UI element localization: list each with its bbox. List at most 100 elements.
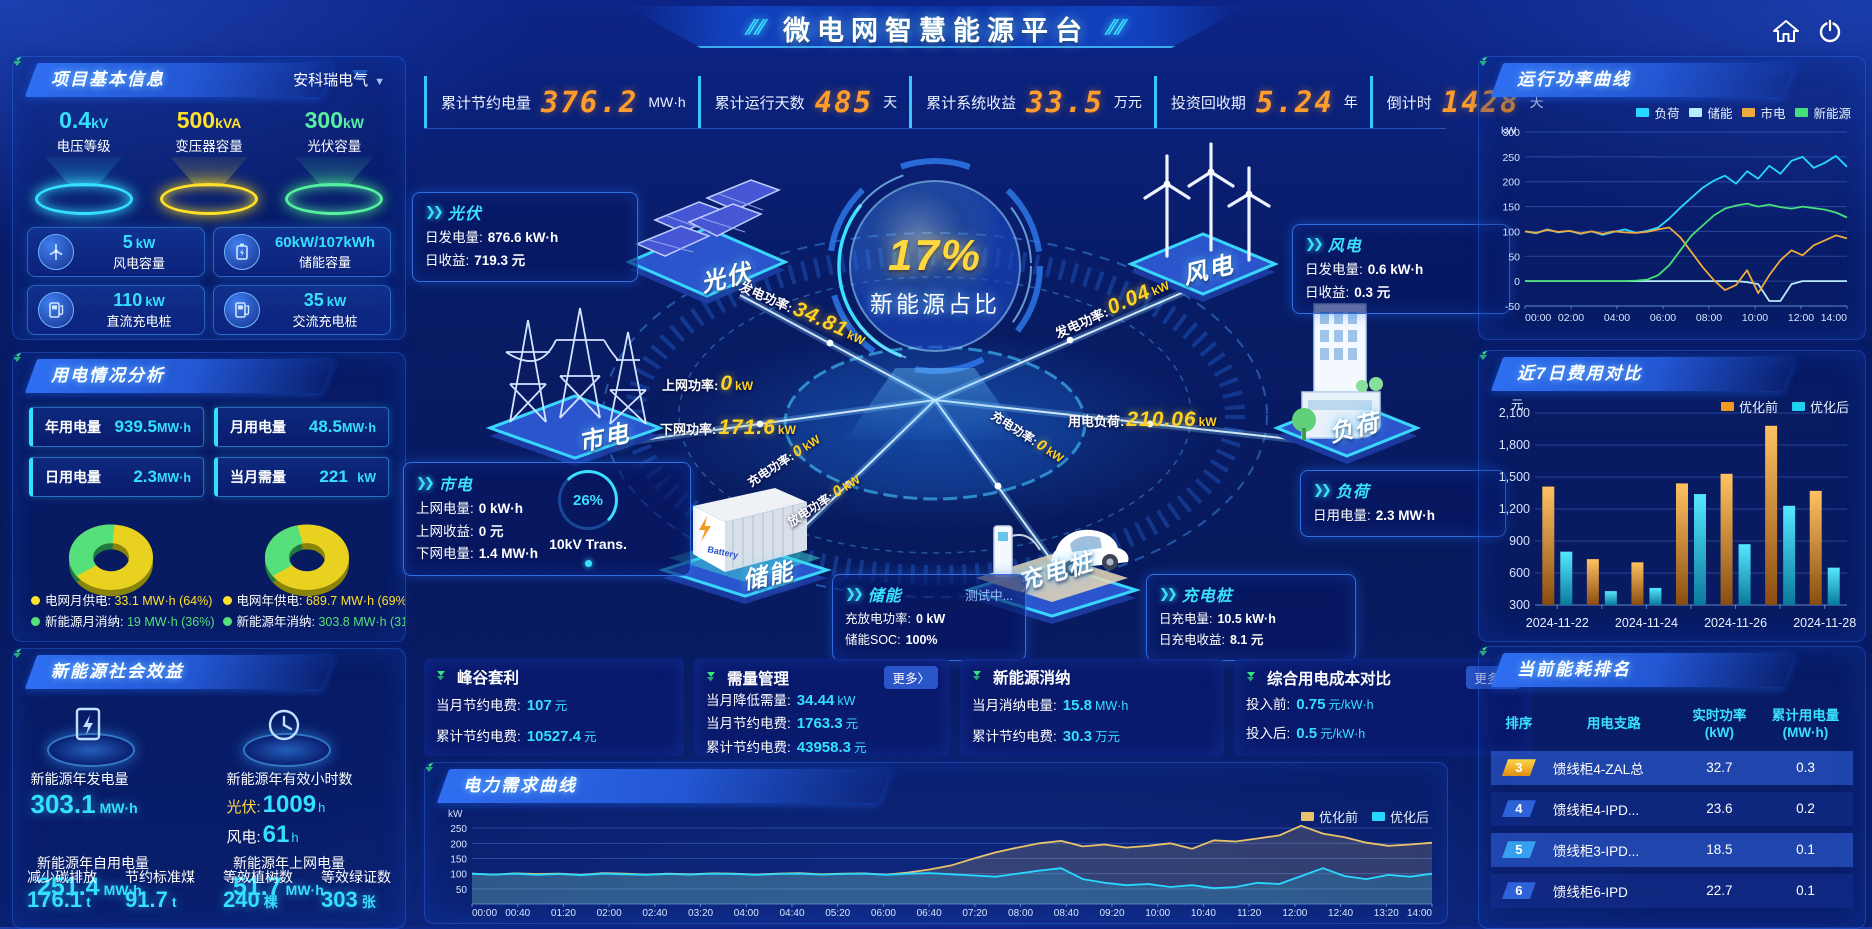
- annual-generation-cell: 新能源年发电量 303.1 MW·h: [17, 699, 206, 849]
- svg-text:08:00: 08:00: [1696, 312, 1722, 324]
- legend-item[interactable]: 新能源: [1795, 103, 1851, 122]
- storage-info-panel: ❯❯ 储能 测试中... 充放电功率: 0 kW 储能SOC: 100%: [832, 574, 1026, 661]
- chip-yearly-energy: 年用电量 939.5MW·h: [29, 407, 204, 447]
- power-icon: [1819, 19, 1841, 43]
- flow-grid-feedin: 上网功率:0 kW: [662, 372, 754, 395]
- renewable-ratio-label: 新能源占比: [870, 291, 1000, 317]
- svg-text:2024-11-22: 2024-11-22: [1526, 616, 1589, 630]
- legend-item[interactable]: 优化后: [1791, 397, 1849, 416]
- flow-load-power: 用电负荷:210.06 kW: [1068, 408, 1217, 431]
- panel-corner-icon: [1479, 351, 1488, 360]
- cost-compare-legend: 优化前 优化后: [1720, 397, 1849, 416]
- svg-text:50: 50: [456, 885, 468, 896]
- ranking-row[interactable]: 6 馈线柜6-IPD 22.7 0.1: [1491, 873, 1853, 908]
- card-corner-icon: [707, 671, 715, 681]
- svg-text:12:00: 12:00: [1282, 908, 1307, 919]
- kpi-total-saved-energy: 累计节约电量 376.2 MW·h: [424, 76, 698, 128]
- power-towers-icon: [485, 307, 665, 466]
- svg-text:04:40: 04:40: [779, 908, 804, 919]
- ac-charger-icon: [224, 292, 260, 328]
- company-select[interactable]: 安科瑞电气 ▼: [293, 72, 385, 89]
- flow-grid-draw: 下网功率:171.6 kW: [660, 416, 796, 439]
- svg-text:14:00: 14:00: [1821, 312, 1847, 324]
- grid-node[interactable]: [480, 292, 670, 472]
- pv-info-panel: ❯❯ 光伏 日发电量: 876.6 kW·h 日收益: 719.3 元: [412, 192, 638, 282]
- kpi-bar: 累计节约电量 376.2 MW·h 累计运行天数 485 天 累计系统收益 33…: [424, 76, 1544, 129]
- panel-corner-icon: [1479, 647, 1488, 656]
- svg-text:600: 600: [1509, 566, 1530, 580]
- panel-corner-icon: [13, 57, 22, 66]
- panel-power-curve: 运行功率曲线 负荷 储能 市电 新能源 300 250 200 150 100 50 0 -50 kW…: [1478, 56, 1866, 340]
- legend-item[interactable]: 优化前: [1720, 397, 1778, 416]
- renewable-ratio-value: 17%: [887, 231, 983, 280]
- power-curve-chart: 300 250 200 150 100 50 0 -50 kW 00:00 02:00 04:00 06…: [1501, 125, 1848, 324]
- solar-panels-icon: [625, 179, 789, 304]
- grid-info-panel: ❯❯ 市电 上网电量: 0 kW·h 上网收益: 0 元 下网电量: 1.4 MW·h …: [403, 462, 691, 576]
- gauge-dot: [584, 560, 592, 567]
- monthly-donut-legend: 电网月供电: 33.1 MW·h (64%) 新能源月消纳: 19 MW·h (…: [23, 591, 215, 634]
- svg-text:50: 50: [1508, 251, 1520, 263]
- chevrons-icon: ❯❯: [1305, 236, 1324, 251]
- benefit-carousel: 新能源年自用电量 251.4 MW·h 新能源年上网电量 51.7 MW·h 减少碳排放…: [13, 853, 405, 928]
- battery-storage-icon: Battery: [658, 488, 832, 604]
- wind-node[interactable]: [1115, 138, 1290, 313]
- legend-item[interactable]: 负荷: [1636, 103, 1679, 122]
- gauge-transformer-capacity: 500kVA 变压器容量: [149, 107, 269, 215]
- svg-text:07:20: 07:20: [962, 908, 987, 919]
- pv-node[interactable]: [615, 158, 800, 313]
- legend-item[interactable]: 市电: [1742, 103, 1785, 122]
- kpi-running-days: 累计运行天数 485 天: [697, 76, 909, 128]
- svg-text:250: 250: [1502, 152, 1520, 164]
- svg-text:08:00: 08:00: [1008, 908, 1033, 919]
- legend-item[interactable]: 优化后: [1371, 807, 1429, 826]
- svg-text:00:40: 00:40: [505, 908, 530, 919]
- wind-info-panel: ❯❯ 风电 日发电量: 0.6 kW·h 日收益: 0.3 元: [1292, 224, 1510, 314]
- svg-text:200: 200: [1502, 177, 1520, 189]
- chevrons-icon: ❯❯: [845, 586, 864, 601]
- ranking-row[interactable]: 5 馈线柜3-IPD... 18.5 0.1: [1491, 832, 1853, 867]
- ranking-row[interactable]: 3 馈线柜4-ZAL总 32.7 0.3: [1491, 750, 1853, 785]
- svg-text:1,200: 1,200: [1499, 502, 1530, 516]
- svg-text:元: 元: [1511, 399, 1524, 412]
- carousel-slide-energy: 新能源年自用电量 251.4 MW·h 新能源年上网电量 51.7 MW·h: [37, 855, 345, 901]
- panel-power-curve-header: 运行功率曲线: [1487, 63, 1855, 97]
- rank-badge: 5: [1501, 841, 1536, 859]
- svg-text:03:20: 03:20: [688, 908, 713, 919]
- svg-text:200: 200: [450, 839, 467, 850]
- svg-text:250: 250: [450, 824, 467, 835]
- panel-social-benefit-header: 新能源社会效益: [21, 655, 395, 689]
- panel-corner-icon: [1479, 57, 1488, 66]
- chip-daily-energy: 日用电量 2.3MW·h: [29, 457, 204, 497]
- card-demand-management: 需量管理 更多〉 当月降低需量: 34.44 kW 当月节约电费: 1763.3 元 累计…: [694, 658, 950, 756]
- chevrons-icon: ❯❯: [1313, 482, 1332, 497]
- column-header: 实时功率 (kW): [1692, 708, 1747, 740]
- ranking-row[interactable]: 4 馈线柜4-IPD... 23.6 0.2: [1491, 791, 1853, 826]
- svg-text:150: 150: [450, 855, 467, 866]
- home-icon: [1773, 20, 1799, 42]
- svg-text:300: 300: [1502, 127, 1520, 139]
- more-button[interactable]: 更多〉: [884, 666, 938, 689]
- panel-corner-icon: [13, 649, 22, 658]
- storage-node[interactable]: Battery: [655, 468, 835, 613]
- svg-text:02:40: 02:40: [642, 908, 667, 919]
- svg-text:09:20: 09:20: [1099, 908, 1124, 919]
- power-button[interactable]: [1812, 14, 1848, 48]
- home-button[interactable]: [1768, 14, 1804, 48]
- page-title: 微电网智慧能源平台: [783, 15, 1089, 46]
- core-rings: [827, 158, 1043, 374]
- ranking-header-row: 排序 用电支路 实时功率 (kW) 累计用电量 (MW·h): [1491, 706, 1853, 744]
- chevrons-icon: ❯❯: [416, 474, 435, 490]
- column-header: 累计用电量 (MW·h): [1771, 708, 1840, 740]
- panel-cost-compare-header: 近7日费用对比: [1487, 357, 1855, 391]
- gauge-ring: [34, 183, 133, 215]
- project-gauges: 0.4kV 电压等级 500kVA 变压器容量 300kW 光伏容量: [21, 107, 397, 215]
- kpi-countdown: 倒计时 1428 天: [1369, 76, 1556, 128]
- legend-item[interactable]: 优化前: [1300, 807, 1358, 826]
- building-icon: [1272, 303, 1422, 464]
- load-node[interactable]: [1272, 296, 1422, 471]
- header-left-deco-icon: ⫽⫽: [743, 16, 769, 39]
- legend-item[interactable]: 储能: [1689, 103, 1732, 122]
- svg-text:06:00: 06:00: [1650, 312, 1676, 324]
- svg-text:kW: kW: [1501, 125, 1516, 137]
- status-badge: 测试中...: [965, 588, 1013, 603]
